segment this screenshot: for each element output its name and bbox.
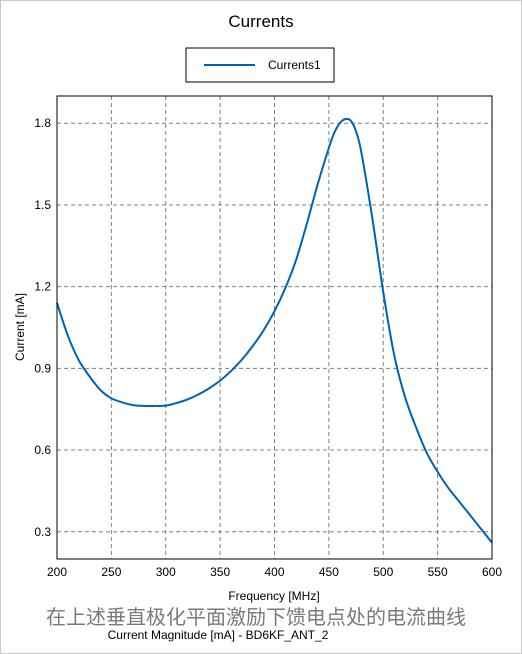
x-tick-label: 600 <box>482 565 502 579</box>
x-axis-label: Frequency [MHz] <box>228 589 319 603</box>
legend-label-currents1: Currents1 <box>268 58 321 72</box>
x-tick-label: 400 <box>264 565 284 579</box>
chart-title: Currents <box>228 12 293 31</box>
x-tick-label: 250 <box>101 565 121 579</box>
x-tick-label: 450 <box>319 565 339 579</box>
x-tick-label: 350 <box>210 565 230 579</box>
y-tick-label: 1.5 <box>34 198 51 212</box>
x-axis-ticks: 200 250 300 350 400 450 500 550 600 <box>47 565 502 579</box>
caption-text: 在上述垂直极化平面激励下馈电点处的电流曲线 <box>46 606 466 629</box>
grid-lines <box>57 96 492 559</box>
y-tick-label: 0.6 <box>34 443 51 457</box>
chart-subtitle: Current Magnitude [mA] - BD6KF_ANT_2 <box>108 628 329 642</box>
x-tick-label: 200 <box>47 565 67 579</box>
legend: Currents1 <box>185 47 335 83</box>
y-axis-ticks: 0.3 0.6 0.9 1.2 1.5 1.8 <box>34 116 51 539</box>
y-axis-label: Current [mA] <box>13 293 27 361</box>
y-tick-label: 0.3 <box>34 525 51 539</box>
y-tick-label: 1.8 <box>34 116 51 130</box>
series-line-currents1 <box>56 117 493 544</box>
plot-area: 200 250 300 350 400 450 500 550 600 0.3 0.6 0.9 1.2… <box>34 95 502 579</box>
y-tick-label: 1.2 <box>34 280 51 294</box>
x-tick-label: 550 <box>428 565 448 579</box>
x-tick-label: 500 <box>373 565 393 579</box>
y-tick-label: 0.9 <box>34 361 51 375</box>
x-tick-label: 300 <box>156 565 176 579</box>
plot-border <box>56 95 493 560</box>
